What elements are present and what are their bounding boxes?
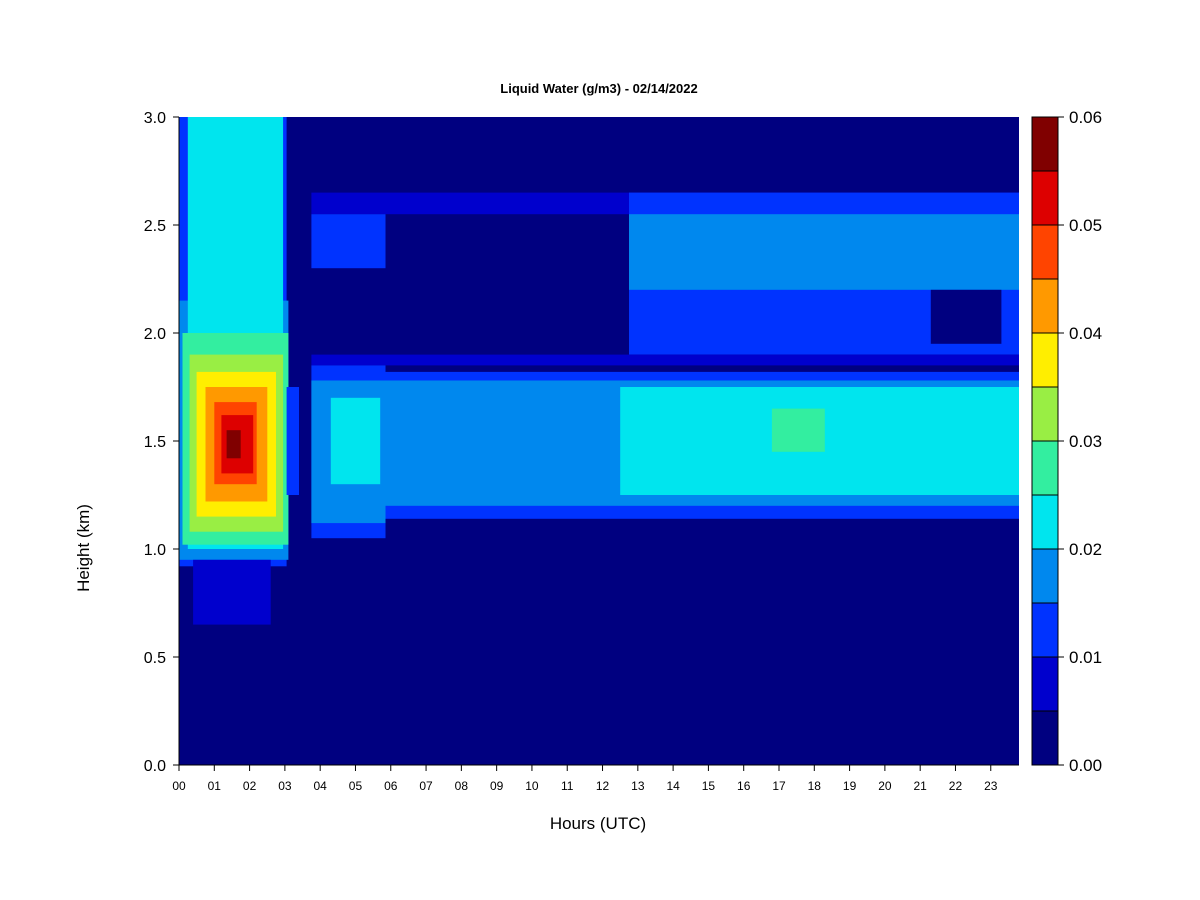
- axes: 0.0 0.5 1.0 1.5 2.0 2.5 3.0 00 01 02 03 04 05 06 07 08 0…: [144, 110, 1019, 793]
- x-tick-label: 05: [349, 779, 363, 793]
- heatmap-region: [771, 408, 825, 452]
- colorbar-swatch: [1032, 225, 1058, 279]
- colorbar-tick-label: 0.01: [1069, 648, 1102, 667]
- x-tick-label: 07: [419, 779, 433, 793]
- colorbar-swatch: [1032, 117, 1058, 171]
- x-tick-label: 04: [313, 779, 327, 793]
- x-tick-label: 09: [490, 779, 504, 793]
- heatmap-plot-area: [179, 117, 1019, 765]
- heatmap-region: [193, 559, 271, 625]
- x-tick-label: 01: [208, 779, 222, 793]
- x-tick-label: 12: [596, 779, 610, 793]
- y-tick-label: 0.5: [144, 650, 166, 667]
- x-tick-label: 22: [949, 779, 963, 793]
- x-tick-label: 03: [278, 779, 292, 793]
- colorbar-tick-label: 0.05: [1069, 216, 1102, 235]
- heatmap-region: [311, 214, 386, 269]
- y-axis-label: Height (km): [74, 504, 93, 592]
- x-tick-label: 14: [666, 779, 680, 793]
- heatmap-region: [286, 387, 299, 495]
- x-tick-label: 15: [702, 779, 716, 793]
- heatmap-region: [226, 430, 241, 459]
- colorbar-tick-label: 0.02: [1069, 540, 1102, 559]
- colorbar-swatch: [1032, 279, 1058, 333]
- x-tick-label: 11: [561, 779, 574, 793]
- x-tick-label: 23: [984, 779, 998, 793]
- colorbar-tick-label: 0.06: [1069, 108, 1102, 127]
- x-tick-label: 00: [172, 779, 186, 793]
- colorbar-swatch: [1032, 549, 1058, 603]
- y-tick-label: 3.0: [144, 110, 166, 127]
- colorbar-tick-label: 0.00: [1069, 756, 1102, 775]
- y-tick-label: 2.0: [144, 326, 166, 343]
- y-tick-label: 1.5: [144, 434, 166, 451]
- heatmap-region: [629, 214, 1019, 290]
- colorbar-swatch: [1032, 387, 1058, 441]
- x-tick-label: 02: [243, 779, 257, 793]
- colorbar-tick-label: 0.03: [1069, 432, 1102, 451]
- heatmap-region: [311, 354, 1019, 366]
- x-tick-label: 21: [913, 779, 927, 793]
- x-tick-label: 20: [878, 779, 892, 793]
- colorbar-swatch: [1032, 171, 1058, 225]
- y-tick-label: 2.5: [144, 218, 166, 235]
- y-tick-label: 1.0: [144, 542, 166, 559]
- colorbar-swatch: [1032, 495, 1058, 549]
- x-tick-label: 10: [525, 779, 539, 793]
- y-tick-label: 0.0: [144, 758, 166, 775]
- x-tick-label: 17: [772, 779, 786, 793]
- x-tick-label: 13: [631, 779, 645, 793]
- colorbar: 0.00 0.01 0.02 0.03 0.04 0.05 0.06: [1031, 108, 1102, 775]
- colorbar-swatch: [1032, 603, 1058, 657]
- x-tick-label: 06: [384, 779, 398, 793]
- colorbar-tick-label: 0.04: [1069, 324, 1102, 343]
- heatmap-region: [330, 397, 381, 485]
- x-tick-label: 08: [455, 779, 469, 793]
- colorbar-swatch: [1032, 333, 1058, 387]
- x-tick-label: 19: [843, 779, 857, 793]
- x-tick-label: 16: [737, 779, 751, 793]
- colorbar-swatch: [1032, 657, 1058, 711]
- colorbar-swatch: [1032, 711, 1058, 765]
- heatmap-region: [930, 289, 1002, 344]
- heatmap-region: [496, 397, 585, 463]
- colorbar-swatch: [1032, 441, 1058, 495]
- x-axis-label: Hours (UTC): [550, 814, 646, 833]
- chart-title: Liquid Water (g/m3) - 02/14/2022: [500, 81, 697, 96]
- x-tick-label: 18: [808, 779, 822, 793]
